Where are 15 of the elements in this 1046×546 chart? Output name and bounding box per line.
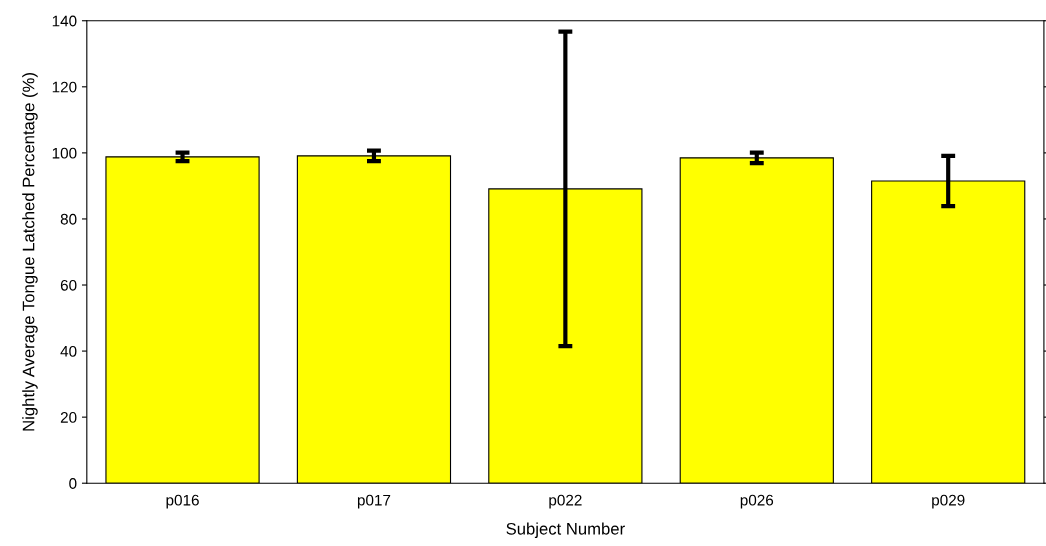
y-tick-label: 20 [60, 412, 77, 423]
x-tick-label: p029 [932, 494, 965, 509]
y-tick-label: 60 [60, 279, 77, 291]
x-tick-label: p017 [357, 494, 391, 509]
y-tick-label: 0 [69, 478, 77, 489]
x-tick-label: p022 [549, 494, 582, 509]
y-tick-label: 140 [52, 15, 77, 27]
x-tick-label: p026 [740, 494, 774, 509]
y-tick-label: 120 [52, 81, 77, 93]
y-tick-label: 100 [52, 147, 77, 159]
y-tick-label: 40 [60, 345, 77, 357]
x-tick-label: p016 [166, 494, 199, 509]
x-axis-title: Subject Number [506, 522, 625, 538]
y-tick-label: 80 [60, 213, 77, 225]
y-axis-title: Nightly Average Tongue Latched Percentage (%) [22, 73, 38, 431]
